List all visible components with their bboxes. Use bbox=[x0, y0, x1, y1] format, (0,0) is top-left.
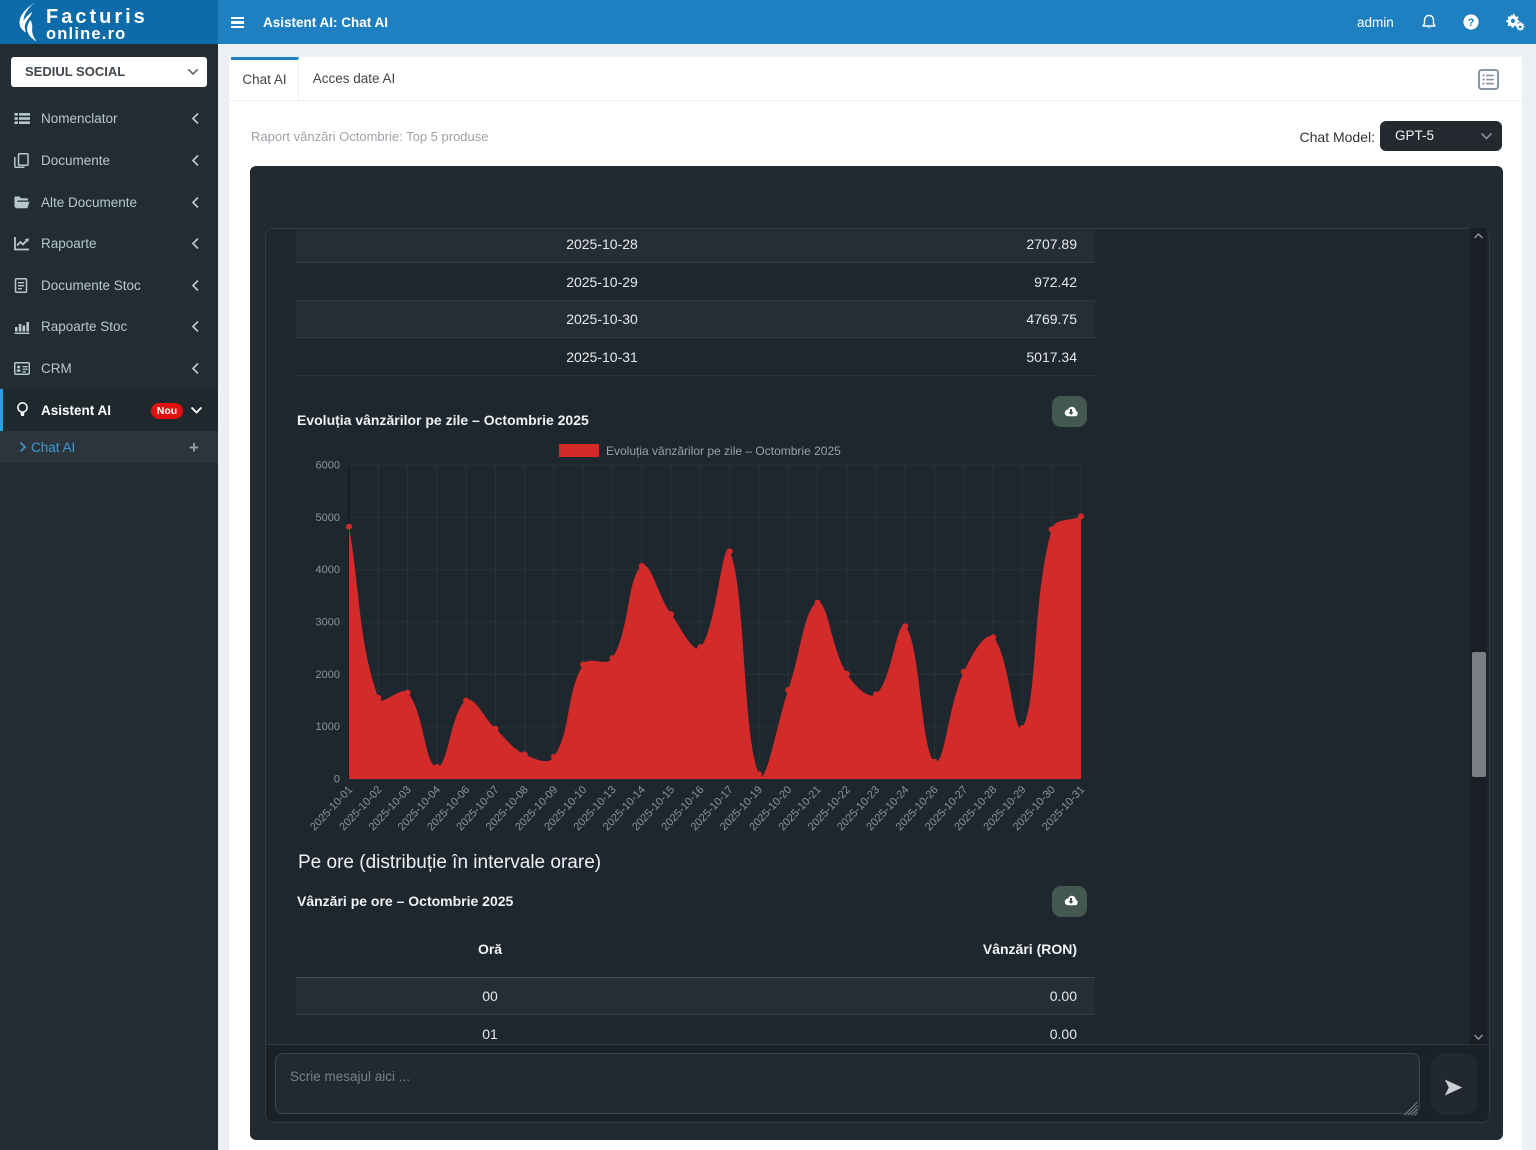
svg-text:0: 0 bbox=[334, 774, 340, 786]
svg-text:6000: 6000 bbox=[316, 460, 340, 472]
svg-text:5000: 5000 bbox=[316, 512, 340, 524]
svg-text:4000: 4000 bbox=[316, 564, 340, 576]
svg-text:2000: 2000 bbox=[316, 669, 340, 681]
svg-text:?: ? bbox=[1468, 17, 1475, 29]
svg-text:3000: 3000 bbox=[316, 617, 340, 629]
svg-text:Evoluția vânzărilor pe zile –: Evoluția vânzărilor pe zile – Octombrie … bbox=[606, 444, 841, 458]
svg-text:1000: 1000 bbox=[316, 721, 340, 733]
